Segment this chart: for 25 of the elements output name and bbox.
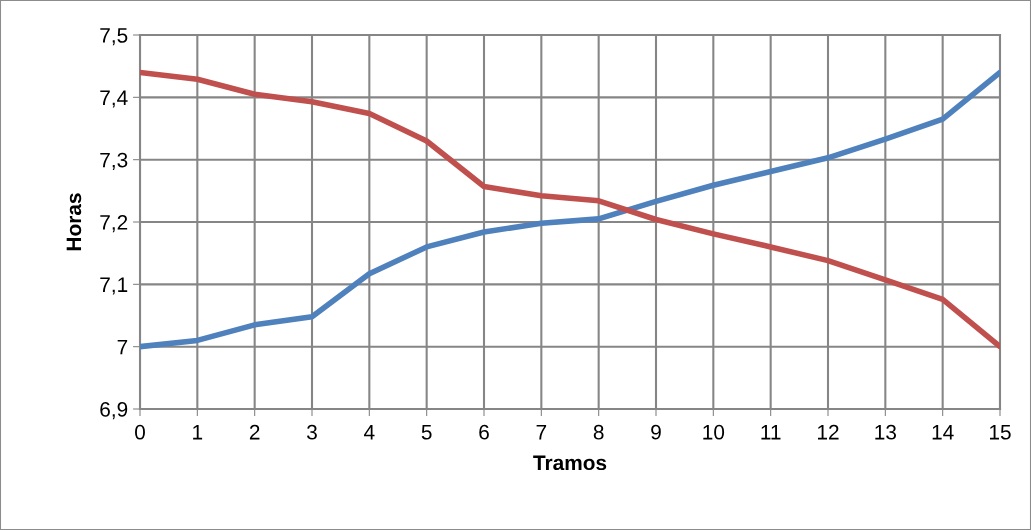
x-tick-label: 3 bbox=[307, 424, 317, 440]
x-tick-label: 14 bbox=[932, 425, 954, 440]
x-tick-label: 10 bbox=[703, 424, 725, 440]
y-tick-label: 7,1 bbox=[100, 277, 128, 295]
x-tick-label: 8 bbox=[593, 424, 604, 440]
y-tick-label: 7,4 bbox=[100, 90, 128, 108]
x-tick-label: 4 bbox=[364, 425, 375, 440]
x-tick-label: 5 bbox=[421, 425, 432, 440]
x-tick-label: 6 bbox=[479, 424, 489, 440]
y-tick-label: 6,9 bbox=[100, 402, 128, 420]
x-axis-title: Tramos bbox=[533, 455, 607, 471]
x-tick-label: 0 bbox=[135, 424, 145, 440]
y-tick-label: 7,3 bbox=[100, 152, 128, 170]
x-tick-label: 2 bbox=[249, 424, 260, 440]
x-tick-label: 13 bbox=[875, 424, 897, 440]
x-tick-label: 15 bbox=[990, 425, 1011, 440]
y-tick-label: 7 bbox=[117, 339, 128, 355]
y-axis-title: Horas bbox=[66, 193, 82, 251]
y-tick-label: 7,5 bbox=[100, 28, 128, 46]
x-tick-label: 11 bbox=[761, 425, 781, 440]
x-tick-label: 1 bbox=[193, 425, 203, 440]
x-tick-label: 12 bbox=[818, 424, 839, 440]
x-tick-label: 9 bbox=[651, 424, 661, 440]
y-tick-label: 7,2 bbox=[100, 215, 128, 233]
x-tick-label: 7 bbox=[536, 425, 547, 440]
